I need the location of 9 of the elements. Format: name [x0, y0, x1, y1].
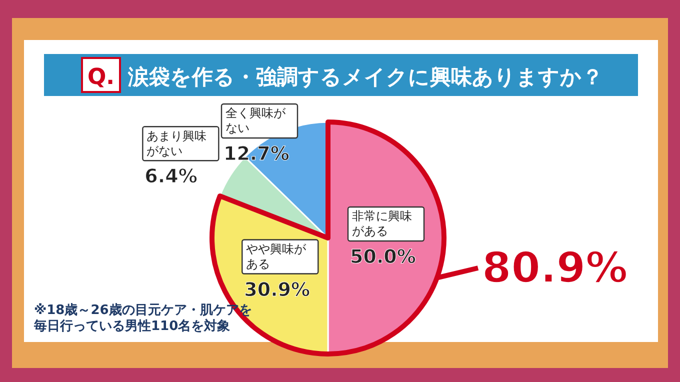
slice-label: 非常に興味がある [352, 209, 413, 239]
slice-label: あまり興味がない [146, 128, 208, 159]
text: Q. [87, 65, 115, 90]
slice-label: 全く興味がない [225, 106, 286, 136]
data-label: 50.0% [350, 246, 416, 268]
data-label: 30.9% [244, 278, 310, 301]
chart-title: 涙袋を作る・強調するメイクに興味ありますか？ [127, 65, 603, 89]
data-label: 6.4% [144, 166, 198, 188]
slice-label: やや興味がある [246, 242, 308, 272]
